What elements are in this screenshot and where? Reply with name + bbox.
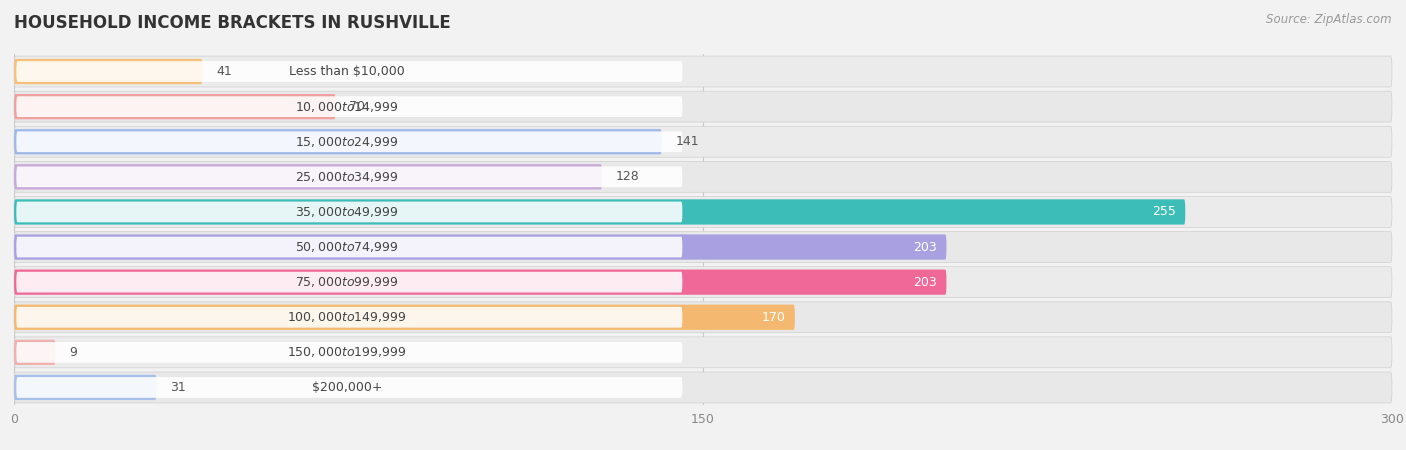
FancyBboxPatch shape [17,342,682,363]
Text: 70: 70 [349,100,366,113]
Text: $50,000 to $74,999: $50,000 to $74,999 [295,240,399,254]
Text: Source: ZipAtlas.com: Source: ZipAtlas.com [1267,14,1392,27]
FancyBboxPatch shape [14,372,1392,403]
Text: 41: 41 [217,65,232,78]
FancyBboxPatch shape [14,302,1392,333]
FancyBboxPatch shape [14,337,1392,368]
FancyBboxPatch shape [14,91,1392,122]
FancyBboxPatch shape [14,232,1392,262]
Text: 128: 128 [616,171,640,183]
FancyBboxPatch shape [17,131,682,152]
Text: 141: 141 [675,135,699,148]
Text: $200,000+: $200,000+ [312,381,382,394]
Text: $25,000 to $34,999: $25,000 to $34,999 [295,170,399,184]
FancyBboxPatch shape [14,164,602,189]
Text: 203: 203 [914,241,938,253]
FancyBboxPatch shape [14,126,1392,157]
Text: 31: 31 [170,381,186,394]
FancyBboxPatch shape [17,307,682,328]
Text: 255: 255 [1152,206,1175,218]
FancyBboxPatch shape [14,234,946,260]
Text: $35,000 to $49,999: $35,000 to $49,999 [295,205,399,219]
Text: $100,000 to $149,999: $100,000 to $149,999 [287,310,406,324]
FancyBboxPatch shape [14,129,662,154]
Text: $10,000 to $14,999: $10,000 to $14,999 [295,99,399,114]
Text: 203: 203 [914,276,938,288]
Text: 9: 9 [69,346,77,359]
FancyBboxPatch shape [14,162,1392,192]
FancyBboxPatch shape [14,270,946,295]
Text: Less than $10,000: Less than $10,000 [290,65,405,78]
FancyBboxPatch shape [14,340,55,365]
FancyBboxPatch shape [14,59,202,84]
FancyBboxPatch shape [14,197,1392,227]
Text: $75,000 to $99,999: $75,000 to $99,999 [295,275,399,289]
Text: 170: 170 [762,311,786,324]
FancyBboxPatch shape [14,375,156,400]
FancyBboxPatch shape [17,61,682,82]
FancyBboxPatch shape [14,305,794,330]
FancyBboxPatch shape [17,377,682,398]
FancyBboxPatch shape [14,267,1392,297]
FancyBboxPatch shape [14,199,1185,225]
FancyBboxPatch shape [17,237,682,257]
FancyBboxPatch shape [17,202,682,222]
FancyBboxPatch shape [17,166,682,187]
FancyBboxPatch shape [17,272,682,292]
Text: HOUSEHOLD INCOME BRACKETS IN RUSHVILLE: HOUSEHOLD INCOME BRACKETS IN RUSHVILLE [14,14,451,32]
FancyBboxPatch shape [14,56,1392,87]
Text: $150,000 to $199,999: $150,000 to $199,999 [287,345,406,360]
Text: $15,000 to $24,999: $15,000 to $24,999 [295,135,399,149]
FancyBboxPatch shape [17,96,682,117]
FancyBboxPatch shape [14,94,336,119]
